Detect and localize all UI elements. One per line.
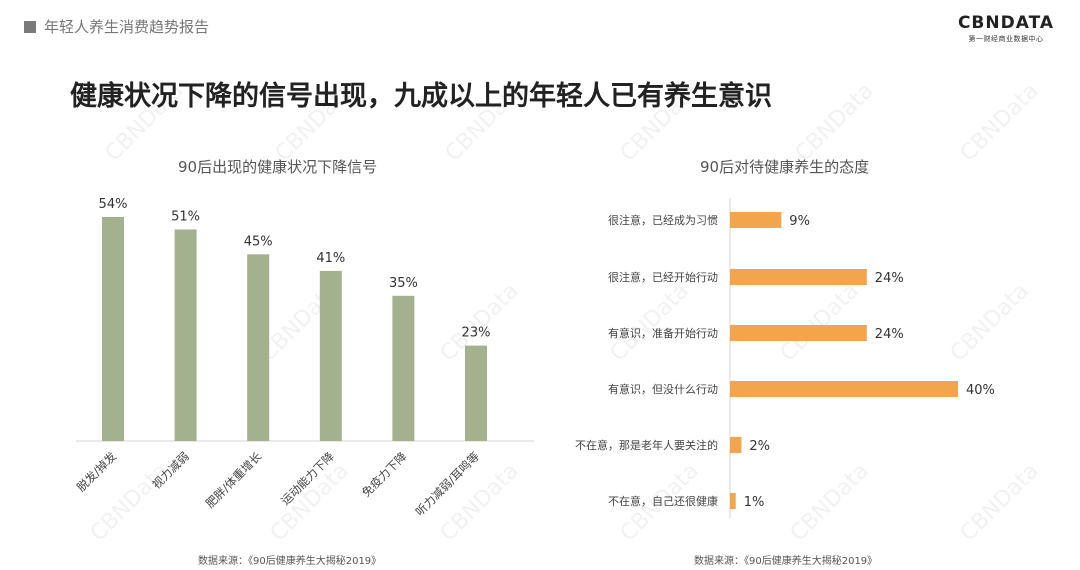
cbndata-logo: CBNDATA 第一财经商业数据中心 <box>958 14 1054 44</box>
category-label: 很注意，已经开始行动 <box>608 270 718 284</box>
right-chart-source: 数据来源：《90后健康养生大揭秘2019》 <box>694 556 878 567</box>
bar <box>730 325 867 341</box>
bar-value-label: 41% <box>316 251 345 266</box>
bar <box>730 493 736 509</box>
bar-value-label: 54% <box>99 197 128 212</box>
category-label: 不在意，那是老年人要关注的 <box>575 438 718 452</box>
bar-value-label: 1% <box>744 495 765 510</box>
report-title: 年轻人养生消费趋势报告 <box>44 18 210 36</box>
bar <box>730 269 867 285</box>
bar-value-label: 40% <box>966 383 995 398</box>
bar <box>730 212 782 228</box>
bar-value-label: 35% <box>389 276 418 291</box>
right-chart-title: 90后对待健康养生的态度 <box>700 158 870 176</box>
bar <box>102 217 124 441</box>
bar-value-label: 24% <box>875 271 904 286</box>
bar <box>730 437 742 453</box>
page-headline: 健康状况下降的信号出现，九成以上的年轻人已有养生意识 <box>70 81 772 112</box>
bar-value-label: 23% <box>462 326 491 341</box>
bar <box>730 381 958 397</box>
bar <box>392 295 415 441</box>
bar-value-label: 51% <box>171 209 200 224</box>
header-square-icon <box>24 20 36 33</box>
logo-sub-text: 第一财经商业数据中心 <box>968 35 1044 43</box>
bar-value-label: 2% <box>749 439 770 454</box>
bar-value-label: 24% <box>875 327 904 342</box>
category-label: 有意识，但没什么行动 <box>608 382 718 396</box>
category-label: 有意识，准备开始行动 <box>608 326 718 340</box>
bar <box>174 229 197 441</box>
bar <box>319 270 342 441</box>
category-label: 很注意，已经成为习惯 <box>608 213 718 227</box>
report-header: 年轻人养生消费趋势报告 <box>24 16 209 37</box>
bar-value-label: 9% <box>789 214 810 229</box>
left-chart-title: 90后出现的健康状况下降信号 <box>178 158 378 176</box>
bar-value-label: 45% <box>244 234 273 249</box>
bar <box>247 254 270 441</box>
left-chart-source: 数据来源：《90后健康养生大揭秘2019》 <box>198 556 382 567</box>
bar <box>465 345 487 441</box>
category-label: 不在意，自己还很健康 <box>608 494 718 508</box>
logo-main-text: CBNDATA <box>957 13 1054 33</box>
